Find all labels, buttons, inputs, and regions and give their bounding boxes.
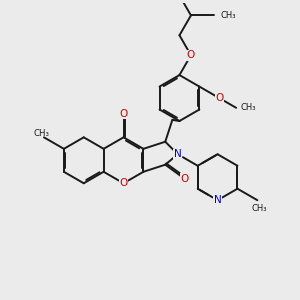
Text: O: O: [187, 50, 195, 60]
Text: O: O: [180, 174, 188, 184]
Text: CH₃: CH₃: [241, 103, 256, 112]
Text: CH₃: CH₃: [220, 11, 236, 20]
Text: O: O: [215, 93, 224, 103]
Text: N: N: [214, 195, 221, 205]
Text: O: O: [119, 109, 128, 119]
Text: O: O: [119, 178, 128, 188]
Text: CH₃: CH₃: [251, 204, 267, 213]
Text: N: N: [174, 149, 182, 159]
Text: CH₃: CH₃: [34, 129, 50, 138]
